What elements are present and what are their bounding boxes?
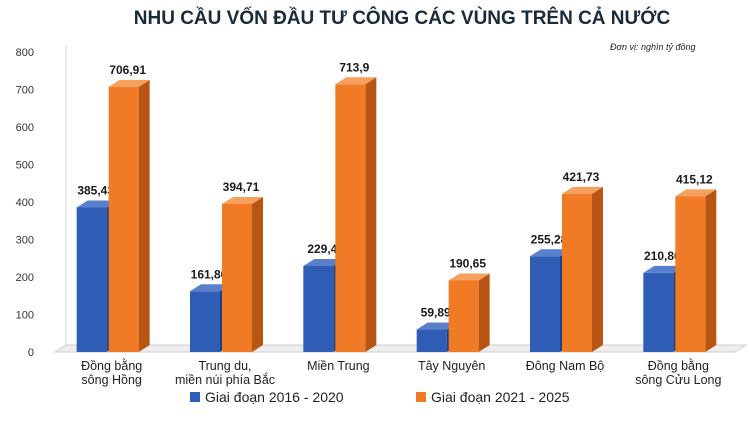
- bar-side: [138, 79, 150, 352]
- bar-front: [416, 329, 447, 352]
- bar-front: [303, 265, 334, 352]
- y-tick-label: 100: [16, 310, 34, 322]
- data-label: 229,4: [307, 242, 337, 256]
- data-label: 421,73: [563, 170, 600, 184]
- bar-front: [335, 84, 366, 352]
- y-tick-label: 600: [16, 122, 34, 134]
- bar-front: [562, 193, 592, 352]
- legend: Giai đoạn 2016 - 2020 Giai đoạn 2021 - 20…: [190, 389, 570, 405]
- bar-top: [416, 322, 458, 330]
- chart-floor: [53, 344, 748, 353]
- bar: [222, 196, 263, 352]
- bar-front: [675, 196, 706, 352]
- bar-top: [303, 258, 345, 266]
- y-tick-label: 300: [16, 235, 34, 247]
- x-category-label: Đông Nam Bộ: [526, 359, 605, 373]
- bar-top: [643, 265, 685, 273]
- bar-top: [76, 200, 118, 208]
- bar-side: [592, 186, 603, 352]
- y-tick-label: 0: [28, 347, 34, 359]
- bar-top: [675, 189, 717, 197]
- bar: [448, 273, 490, 352]
- data-label: 415,12: [676, 172, 713, 186]
- bar-top: [108, 79, 150, 87]
- data-label: 59,89: [421, 306, 451, 320]
- y-axis: 0 100 200 300 400 500 600 700 800: [16, 47, 34, 359]
- x-category-label: Trung du, miền núi phía Bắc: [175, 359, 275, 387]
- x-category-label: Đồng bằng sông Cửu Long: [635, 358, 721, 387]
- bar-front: [76, 207, 107, 352]
- bars: 385,43 706,91 161,86 394,71 229,4 713,9 59,89 1…: [76, 60, 717, 352]
- x-category-label: Tây Nguyên: [418, 359, 485, 373]
- data-label: 394,71: [223, 180, 260, 194]
- bar: [562, 186, 603, 352]
- chart-title: NHU CẦU VỐN ĐẦU TƯ CÔNG CÁC VÙNG TRÊN CẢ…: [134, 7, 671, 29]
- data-label: 161,86: [191, 267, 228, 281]
- data-label: 713,9: [339, 60, 369, 74]
- bar-top: [335, 77, 377, 85]
- x-category-label: Đồng bằng sông Hồng: [81, 358, 142, 387]
- data-label: 385,43: [77, 183, 114, 197]
- bar-front: [530, 256, 560, 352]
- bar-front: [643, 272, 674, 352]
- x-category-label: Miền Trung: [307, 359, 370, 373]
- bar: [675, 189, 717, 352]
- bar-top: [222, 196, 263, 204]
- legend-swatch: [416, 392, 426, 402]
- bar-top: [562, 186, 603, 194]
- bar: [108, 79, 150, 352]
- data-label: 255,28: [531, 232, 568, 246]
- y-tick-label: 700: [16, 85, 34, 97]
- bar-side: [705, 189, 717, 352]
- y-tick-label: 800: [16, 47, 34, 59]
- bar-top: [190, 284, 231, 292]
- bar-front: [108, 86, 139, 352]
- chart-3d-walls: [53, 45, 748, 353]
- legend-label: Giai đoạn 2021 - 2025: [431, 389, 570, 405]
- bar-front: [222, 203, 252, 352]
- bar-side: [478, 273, 490, 352]
- bar-top: [448, 273, 490, 281]
- y-tick-label: 200: [16, 272, 34, 284]
- bar-front: [448, 280, 479, 352]
- bar-side: [252, 196, 263, 352]
- bar-side: [365, 77, 377, 352]
- unit-note: Đơn vị: nghìn tỷ đồng: [610, 42, 696, 52]
- bar-front: [190, 291, 220, 352]
- x-axis: Đồng bằng sông Hồng Trung du, miền núi phía…: [81, 358, 721, 387]
- data-label: 706,91: [109, 63, 146, 77]
- y-tick-label: 400: [16, 197, 34, 209]
- data-label: 190,65: [449, 257, 486, 271]
- legend-label: Giai đoạn 2016 - 2020: [205, 389, 344, 405]
- data-label: 210,86: [644, 249, 681, 263]
- legend-swatch: [190, 392, 200, 402]
- y-tick-label: 500: [16, 160, 34, 172]
- bar: [335, 77, 377, 352]
- bar-top: [530, 249, 571, 257]
